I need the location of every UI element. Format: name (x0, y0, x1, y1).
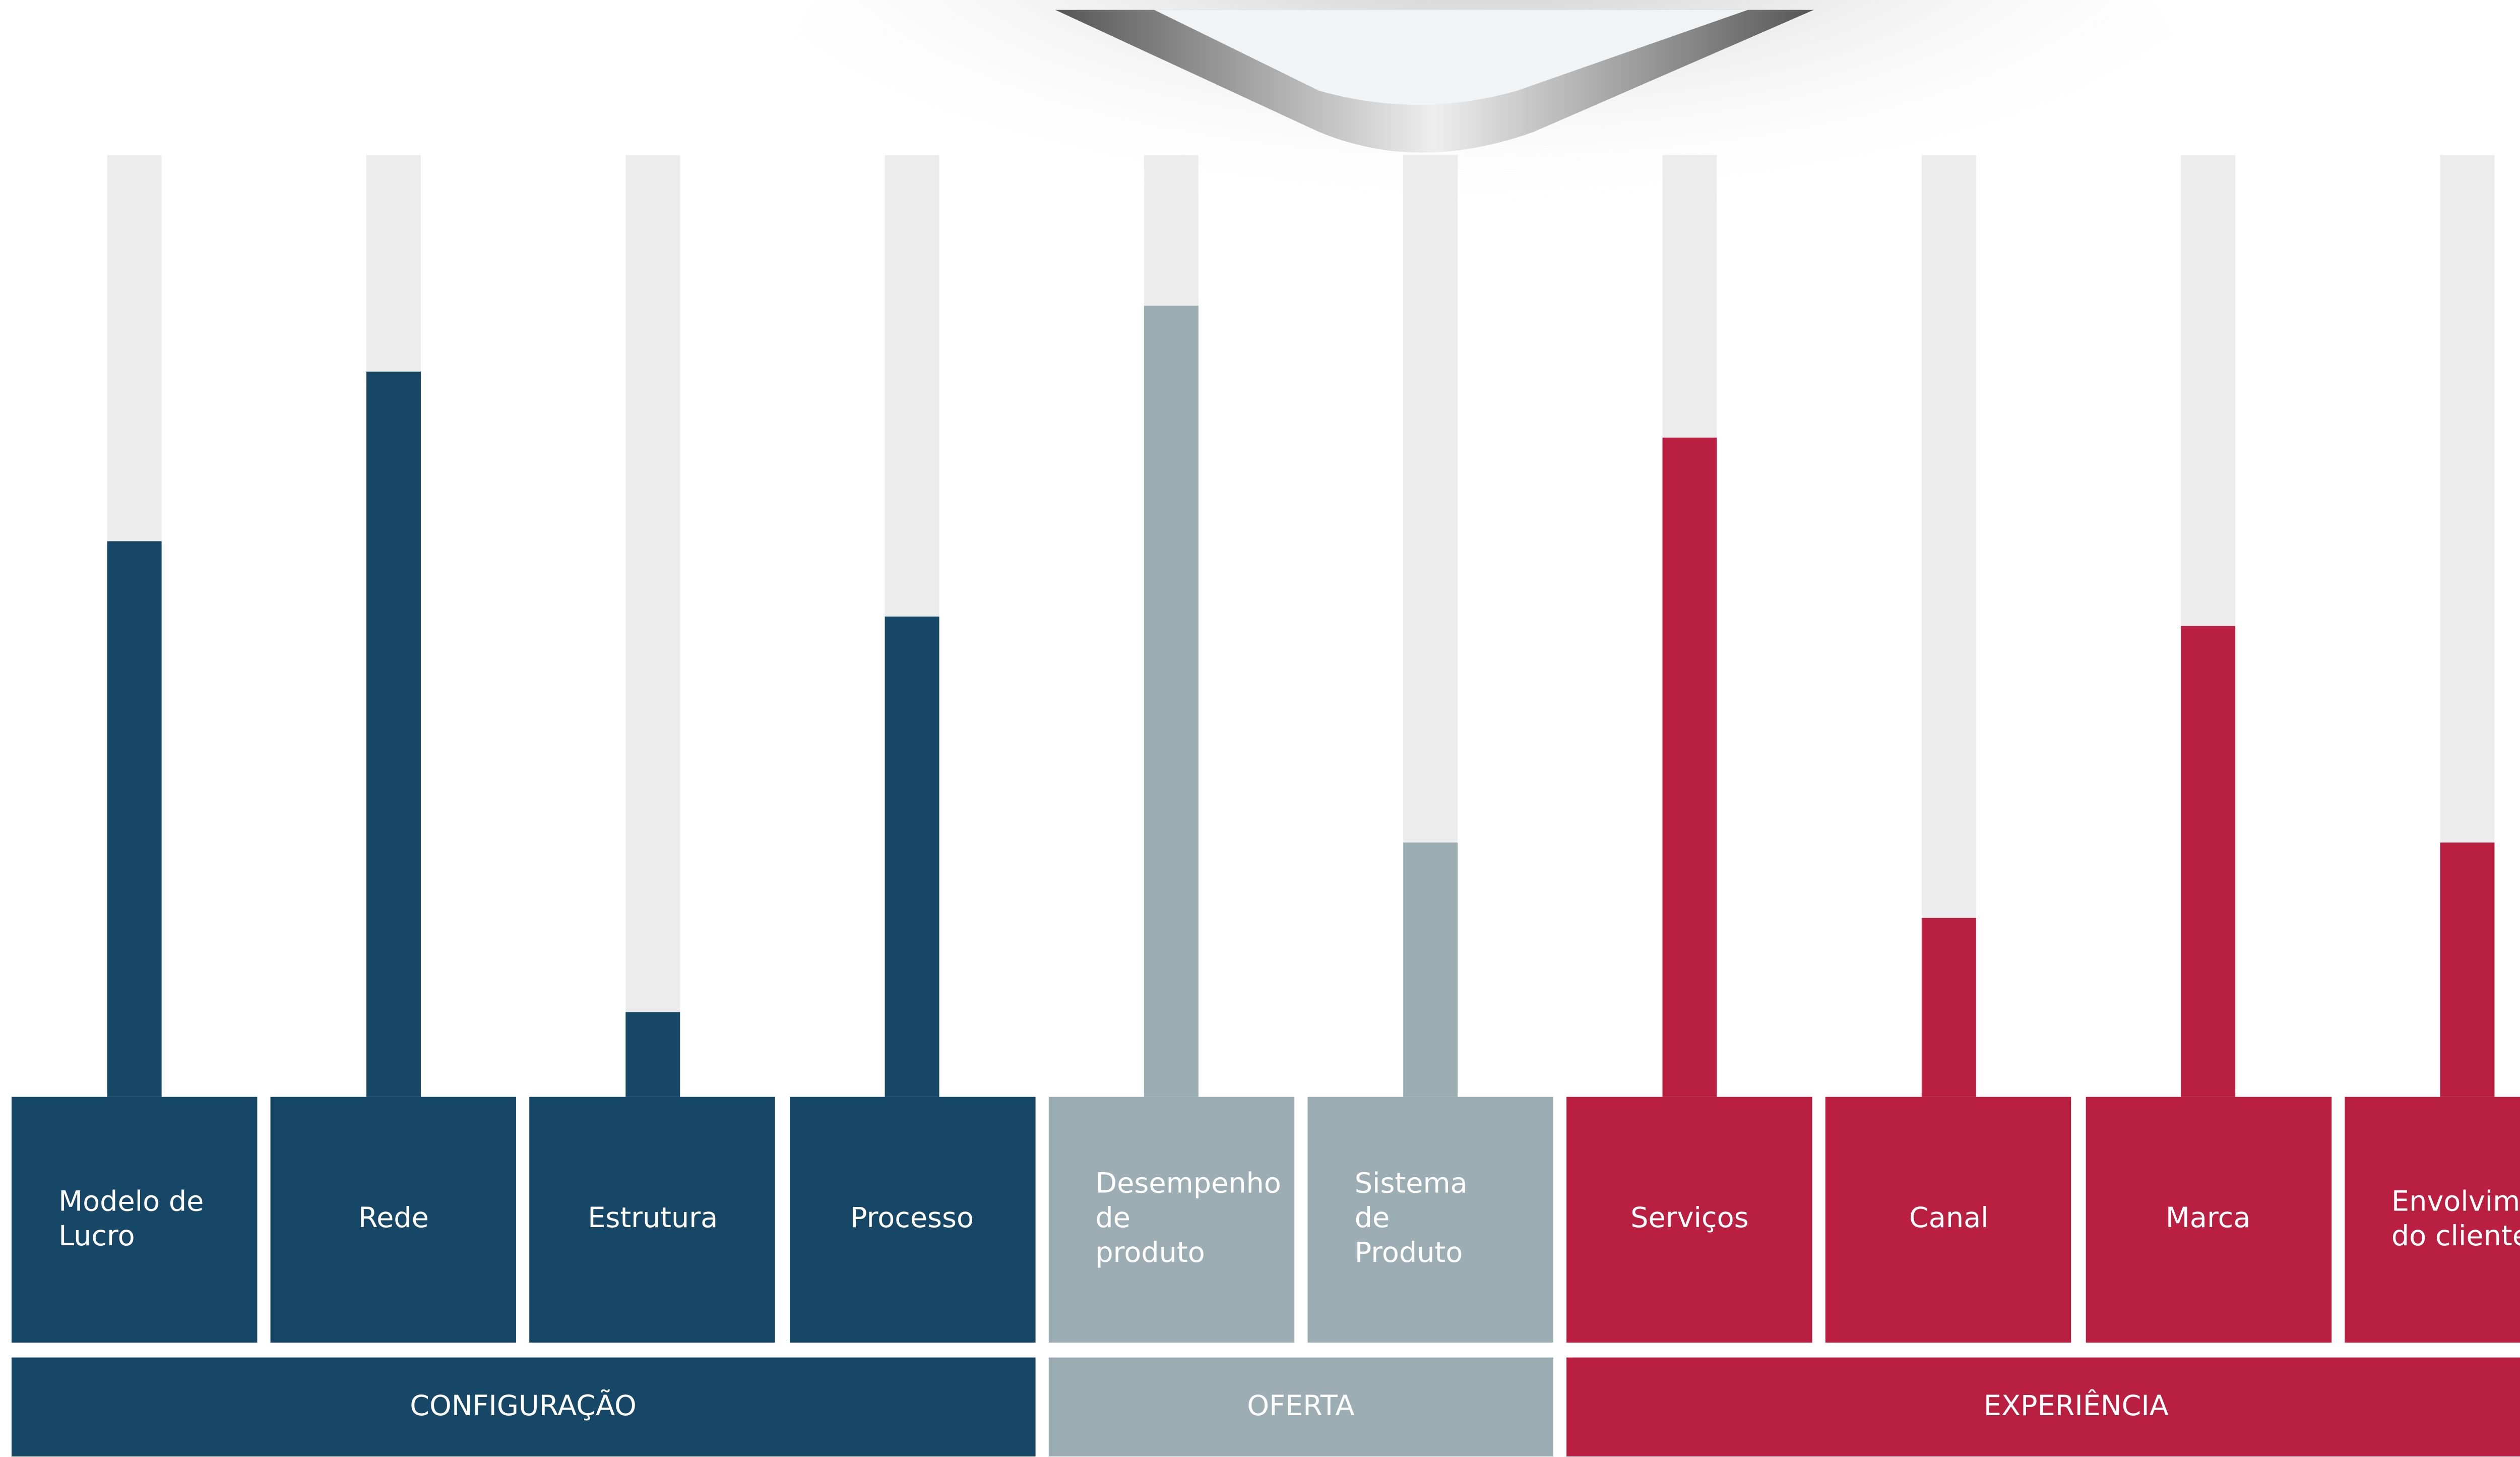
category-box: Envolvimento do cliente (2344, 1097, 2520, 1343)
bar (1921, 918, 1976, 1097)
category-box-text: Processo (850, 1202, 974, 1236)
category-box: Serviços (1566, 1097, 1813, 1343)
bar (366, 372, 421, 1097)
category-box-text: Desempenho de produto (1095, 1168, 1281, 1270)
category-box-text: Serviços (1630, 1202, 1749, 1236)
category-box: Marca (2085, 1097, 2331, 1343)
bar (885, 616, 939, 1097)
device-screen (1154, 10, 1748, 105)
bar (1144, 306, 1199, 1097)
device-shadow (791, 0, 2177, 314)
bars (107, 155, 2495, 1097)
category-box: Sistema de Produto (1307, 1097, 1553, 1343)
category-box: Modelo de Lucro (11, 1097, 258, 1343)
category-box-text: Rede (358, 1202, 429, 1236)
category-box: Estrutura (530, 1097, 776, 1343)
bar (1662, 437, 1717, 1097)
bar (2440, 842, 2495, 1097)
category-box-text: Sistema de Produto (1354, 1168, 1468, 1270)
category-box-text: Canal (1909, 1202, 1989, 1236)
category-box: Canal (1826, 1097, 2072, 1343)
bar (625, 1012, 680, 1097)
group-label: EXPERIÊNCIA (1566, 1357, 2520, 1456)
bar (2181, 626, 2236, 1097)
category-box: Processo (789, 1097, 1035, 1343)
group-label: OFERTA (1048, 1357, 1553, 1456)
category-box-text: Modelo de Lucro (58, 1185, 204, 1253)
group-label-text: OFERTA (1247, 1390, 1355, 1424)
category-box-text: Marca (2165, 1202, 2251, 1236)
category-box-text: Estrutura (588, 1202, 718, 1236)
group-label-text: CONFIGURAÇÃO (410, 1390, 637, 1424)
bar-track (625, 155, 680, 1097)
group-label-text: EXPERIÊNCIA (1983, 1390, 2169, 1424)
category-box: Desempenho de produto (1048, 1097, 1294, 1343)
bar (107, 541, 162, 1097)
category-box-text: Envolvimento do cliente (2391, 1185, 2520, 1253)
category-box: Rede (271, 1097, 517, 1343)
bar (1403, 842, 1458, 1097)
group-label: CONFIGURAÇÃO (11, 1357, 1035, 1456)
